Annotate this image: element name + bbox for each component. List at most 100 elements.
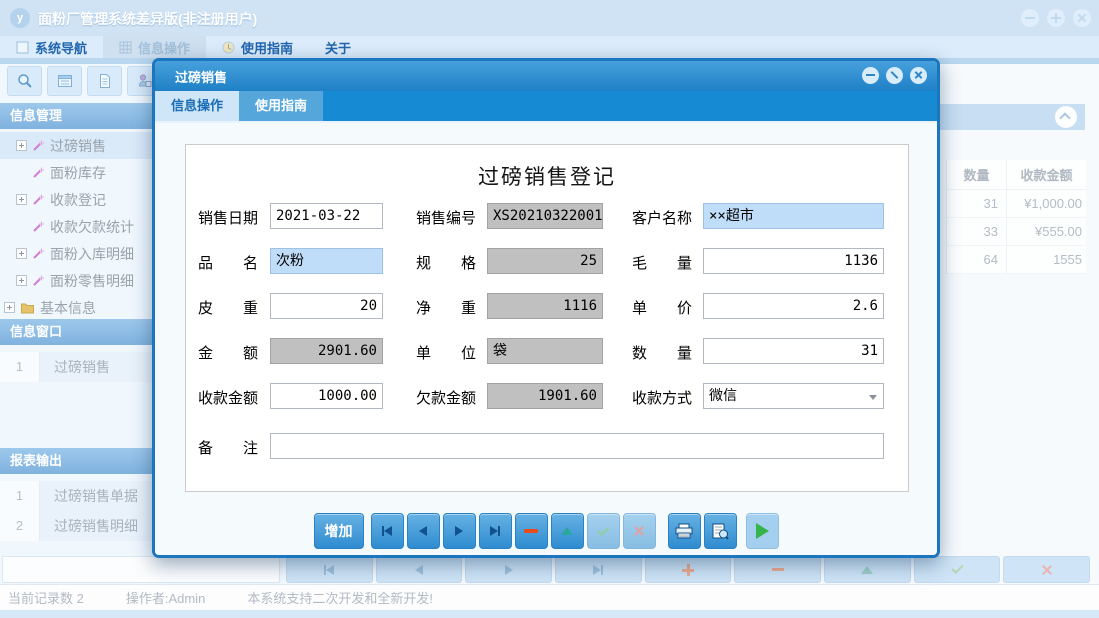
confirm-button[interactable] bbox=[586, 513, 620, 549]
delete-icon bbox=[771, 568, 784, 571]
tree-item-payment-reg[interactable]: 收款登记 bbox=[0, 186, 283, 213]
row-number: 2 bbox=[0, 510, 40, 541]
price-label: 单 价 bbox=[632, 300, 693, 317]
method-label: 收款方式 bbox=[632, 390, 693, 407]
menu-label: 关于 bbox=[325, 40, 352, 56]
wand-icon bbox=[33, 194, 44, 205]
received-input[interactable]: 1000.00 bbox=[270, 383, 383, 409]
first-record-button[interactable] bbox=[370, 513, 404, 549]
print-preview-icon bbox=[712, 523, 729, 540]
expander-icon[interactable] bbox=[16, 140, 27, 151]
sale-date-input[interactable]: 2021-03-22 bbox=[270, 203, 383, 229]
customer-input[interactable]: ××超市 bbox=[703, 203, 884, 229]
print-preview-button[interactable] bbox=[703, 513, 737, 549]
print-button[interactable] bbox=[667, 513, 701, 549]
collapse-chevron-icon[interactable] bbox=[1055, 106, 1077, 128]
column-header-qty[interactable]: 数量 bbox=[947, 160, 1007, 189]
table-row[interactable]: 64 1555 bbox=[947, 246, 1086, 274]
remark-input[interactable] bbox=[270, 433, 884, 459]
tab-info-ops[interactable]: 信息操作 bbox=[155, 91, 239, 121]
maximize-icon[interactable] bbox=[1047, 9, 1065, 27]
window-list-button[interactable] bbox=[47, 66, 82, 96]
menu-label: 使用指南 bbox=[241, 40, 294, 56]
menu-label: 系统导航 bbox=[35, 40, 88, 56]
window-titlebar: y 面粉厂管理系统差异版(非注册用户) bbox=[0, 0, 1099, 36]
edit-icon bbox=[561, 527, 573, 535]
received-label: 收款金额 bbox=[198, 390, 259, 407]
expander-icon[interactable] bbox=[4, 302, 15, 313]
menu-system-nav[interactable]: 系统导航 bbox=[0, 36, 103, 58]
table-row[interactable]: 33 ¥555.00 bbox=[947, 218, 1086, 246]
tree-item-retail-detail[interactable]: 面粉零售明细 bbox=[0, 267, 283, 294]
document-button[interactable] bbox=[87, 66, 122, 96]
weigh-sales-form: 过磅销售登记 销售日期 2021-03-22 销售编号 XS2021032200… bbox=[185, 144, 909, 492]
dialog-title: 过磅销售 bbox=[175, 70, 228, 85]
tree-item-flour-stock[interactable]: 面粉库存 bbox=[0, 159, 283, 186]
delete-icon bbox=[524, 529, 538, 533]
prev-record-icon bbox=[415, 564, 423, 575]
dialog-close-icon[interactable] bbox=[910, 67, 927, 84]
net-field: 1116 bbox=[487, 293, 603, 319]
tree-item-label: 基本信息 bbox=[40, 299, 96, 316]
wand-icon bbox=[33, 221, 44, 232]
price-input[interactable]: 2.6 bbox=[703, 293, 884, 319]
menu-user-guide[interactable]: 使用指南 bbox=[206, 36, 309, 58]
nav-confirm-button[interactable] bbox=[913, 556, 1001, 583]
cell-amount: 1555 bbox=[1053, 252, 1082, 267]
tree-item-basic-info[interactable]: 基本信息 bbox=[0, 294, 283, 321]
tab-user-guide[interactable]: 使用指南 bbox=[239, 91, 323, 121]
tare-label: 皮 重 bbox=[198, 300, 259, 317]
gross-input[interactable]: 1136 bbox=[703, 248, 884, 274]
search-button[interactable] bbox=[7, 66, 42, 96]
tree-item-debt-stats[interactable]: 收款欠款统计 bbox=[0, 213, 283, 240]
edit-record-button[interactable] bbox=[550, 513, 584, 549]
close-icon[interactable] bbox=[1073, 9, 1091, 27]
confirm-icon bbox=[951, 561, 964, 575]
dialog-restore-icon[interactable] bbox=[886, 67, 903, 84]
cancel-button[interactable] bbox=[622, 513, 656, 549]
document-icon bbox=[99, 74, 110, 88]
cancel-icon bbox=[633, 525, 645, 537]
dialog-minimize-icon[interactable] bbox=[862, 67, 879, 84]
nav-edit-button[interactable] bbox=[824, 556, 911, 583]
row-number: 1 bbox=[0, 351, 40, 382]
nav-cancel-button[interactable] bbox=[1003, 556, 1091, 583]
window-controls bbox=[1021, 9, 1091, 27]
qty-input[interactable]: 31 bbox=[703, 338, 884, 364]
tree-item-inbound-detail[interactable]: 面粉入库明细 bbox=[0, 240, 283, 267]
tare-input[interactable]: 20 bbox=[270, 293, 383, 319]
minimize-icon[interactable] bbox=[1021, 9, 1039, 27]
nav-next-button[interactable] bbox=[465, 556, 553, 583]
operator-label: 操作者:Admin bbox=[125, 591, 206, 606]
execute-button[interactable] bbox=[745, 513, 779, 549]
prev-record-button[interactable] bbox=[406, 513, 440, 549]
expander-icon[interactable] bbox=[16, 275, 27, 286]
product-input[interactable]: 次粉 bbox=[270, 248, 383, 274]
nav-prev-button[interactable] bbox=[375, 556, 463, 583]
sale-no-label: 销售编号 bbox=[416, 210, 477, 227]
printer-icon bbox=[675, 523, 693, 539]
menu-about[interactable]: 关于 bbox=[309, 36, 367, 58]
tree-item-label: 收款登记 bbox=[50, 191, 106, 208]
payment-method-select[interactable]: 微信 bbox=[703, 383, 884, 409]
column-header-amount[interactable]: 收款金额 bbox=[1020, 168, 1073, 183]
nav-delete-button[interactable] bbox=[734, 556, 822, 583]
expander-icon[interactable] bbox=[16, 248, 27, 259]
nav-first-button[interactable] bbox=[286, 556, 373, 583]
dialog-titlebar[interactable]: 过磅销售 bbox=[155, 61, 937, 91]
last-record-button[interactable] bbox=[478, 513, 512, 549]
next-record-icon bbox=[504, 564, 513, 575]
qty-label: 数 量 bbox=[632, 345, 693, 362]
expander-icon[interactable] bbox=[16, 194, 27, 205]
add-record-button[interactable]: 增加 bbox=[313, 513, 364, 549]
debt-field: 1901.60 bbox=[487, 383, 603, 409]
search-icon bbox=[17, 74, 32, 88]
delete-record-button[interactable] bbox=[514, 513, 548, 549]
status-bar: 当前记录数 2 操作者:Admin 本系统支持二次开发和全新开发! bbox=[0, 584, 1099, 610]
nav-add-button[interactable] bbox=[644, 556, 732, 583]
menu-info-ops[interactable]: 信息操作 bbox=[103, 36, 207, 58]
next-record-button[interactable] bbox=[442, 513, 476, 549]
table-row[interactable]: 31 ¥1,000.00 bbox=[947, 190, 1086, 218]
nav-last-button[interactable] bbox=[555, 556, 642, 583]
